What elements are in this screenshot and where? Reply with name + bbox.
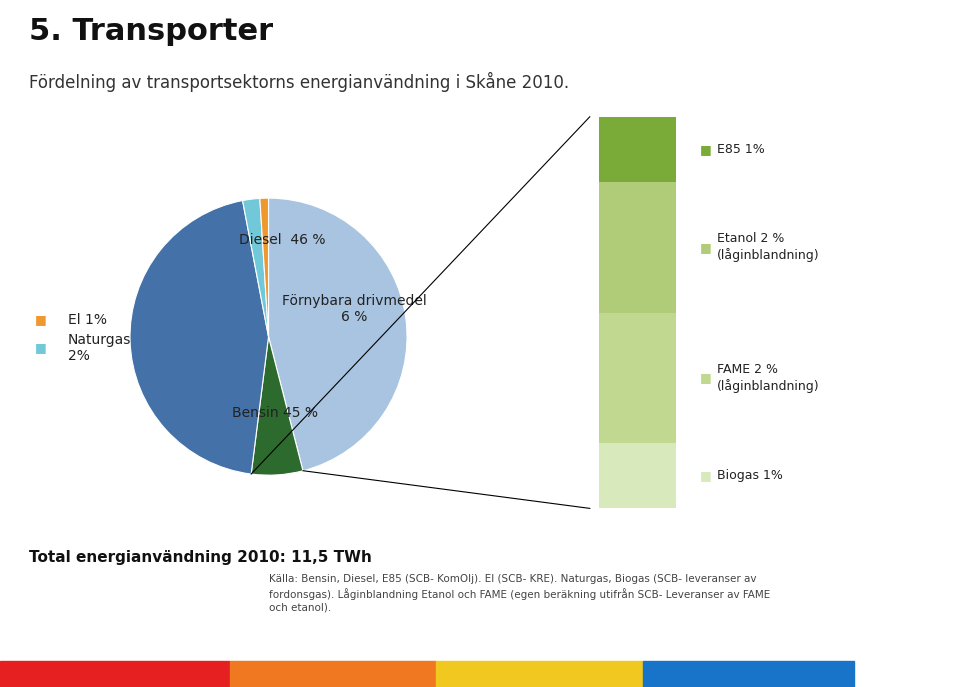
Bar: [599, 313, 676, 443]
Text: El 1%: El 1%: [68, 313, 106, 327]
Text: ■: ■: [700, 372, 712, 384]
Wedge shape: [243, 199, 269, 337]
Text: ■: ■: [35, 313, 47, 326]
Text: 5. Transporter: 5. Transporter: [29, 17, 273, 46]
Bar: [599, 182, 676, 313]
Bar: [599, 443, 676, 508]
Text: Etanol 2 %
(låginblandning): Etanol 2 % (låginblandning): [717, 232, 820, 262]
Text: ■: ■: [700, 241, 712, 254]
Text: ■: ■: [35, 341, 47, 354]
Text: ■: ■: [700, 469, 712, 482]
Text: ■: ■: [700, 143, 712, 156]
Bar: [599, 117, 676, 182]
Text: Källa: Bensin, Diesel, E85 (SCB- KomOlj). El (SCB- KRE). Naturgas, Biogas (SCB- : Källa: Bensin, Diesel, E85 (SCB- KomOlj)…: [269, 574, 770, 613]
Text: Total energianvändning 2010: 11,5 TWh: Total energianvändning 2010: 11,5 TWh: [29, 550, 372, 565]
Text: E85 1%: E85 1%: [717, 143, 765, 156]
Wedge shape: [269, 198, 407, 471]
Wedge shape: [251, 337, 303, 475]
Text: Biogas 1%: Biogas 1%: [717, 469, 784, 482]
Text: Naturgas
2%: Naturgas 2%: [68, 333, 131, 363]
Text: Diesel  46 %: Diesel 46 %: [239, 233, 326, 247]
Text: FAME 2 %
(låginblandning): FAME 2 % (låginblandning): [717, 363, 820, 393]
Wedge shape: [260, 198, 269, 337]
Text: Förnybara drivmedel
6 %: Förnybara drivmedel 6 %: [282, 294, 427, 324]
Text: Fördelning av transportsektorns energianvändning i Skåne 2010.: Fördelning av transportsektorns energian…: [29, 72, 569, 92]
Text: Bensin 45 %: Bensin 45 %: [232, 406, 318, 420]
Wedge shape: [130, 201, 269, 474]
